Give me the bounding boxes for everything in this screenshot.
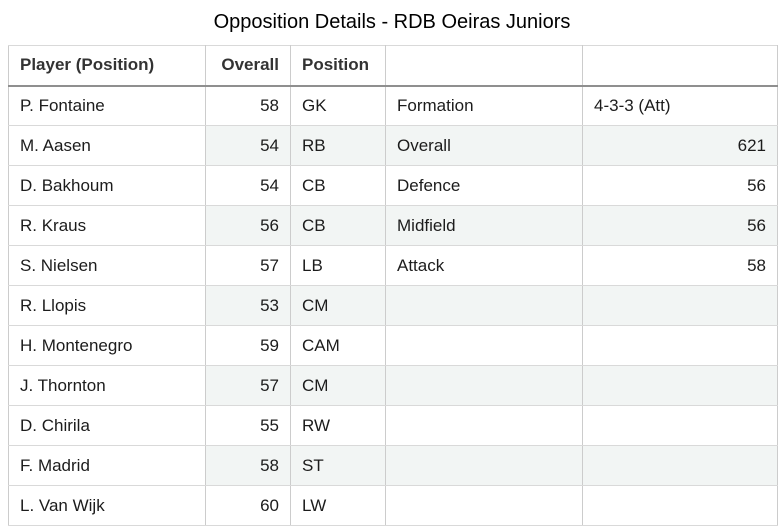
player-position-cell: RB — [290, 125, 386, 166]
empty-cell — [385, 445, 583, 486]
player-name-cell: D. Chirila — [8, 405, 206, 446]
player-overall-cell: 56 — [205, 205, 291, 246]
player-overall-cell: 58 — [205, 445, 291, 486]
player-overall-cell: 53 — [205, 285, 291, 326]
player-overall-cell: 57 — [205, 245, 291, 286]
stat-value-cell: 621 — [582, 125, 778, 166]
player-overall-cell: 55 — [205, 405, 291, 446]
table-row: F. Madrid 58 ST — [8, 445, 778, 486]
empty-cell — [385, 285, 583, 326]
stat-value-cell: 56 — [582, 165, 778, 206]
table-row: R. Kraus 56 CB Midfield 56 — [8, 205, 778, 246]
player-name-cell: R. Kraus — [8, 205, 206, 246]
player-overall-cell: 58 — [205, 85, 291, 126]
stat-value-cell: 56 — [582, 205, 778, 246]
player-name-cell: P. Fontaine — [8, 85, 206, 126]
player-position-cell: CB — [290, 165, 386, 206]
table-row: P. Fontaine 58 GK Formation 4-3-3 (Att) — [8, 85, 778, 126]
player-position-cell: LB — [290, 245, 386, 286]
stat-label-cell: Formation — [385, 85, 583, 126]
player-position-cell: CM — [290, 365, 386, 406]
player-name-cell: R. Llopis — [8, 285, 206, 326]
stat-label-cell: Midfield — [385, 205, 583, 246]
empty-cell — [385, 365, 583, 406]
player-overall-cell: 54 — [205, 125, 291, 166]
empty-cell — [582, 485, 778, 526]
empty-cell — [582, 325, 778, 366]
empty-cell — [582, 285, 778, 326]
table-row: J. Thornton 57 CM — [8, 365, 778, 406]
header-row: Player (Position) Overall Position — [8, 45, 778, 87]
player-name-cell: H. Montenegro — [8, 325, 206, 366]
table-row: L. Van Wijk 60 LW — [8, 485, 778, 526]
empty-cell — [385, 405, 583, 446]
table-row: M. Aasen 54 RB Overall 621 — [8, 125, 778, 166]
empty-cell — [582, 365, 778, 406]
table-row: R. Llopis 53 CM — [8, 285, 778, 326]
table-row: H. Montenegro 59 CAM — [8, 325, 778, 366]
player-position-cell: RW — [290, 405, 386, 446]
stat-value-cell: 58 — [582, 245, 778, 286]
player-name-cell: M. Aasen — [8, 125, 206, 166]
opposition-details-table: Player (Position) Overall Position P. Fo… — [8, 45, 778, 526]
player-position-cell: GK — [290, 85, 386, 126]
stat-label-cell: Overall — [385, 125, 583, 166]
player-name-cell: F. Madrid — [8, 445, 206, 486]
stat-label-cell: Attack — [385, 245, 583, 286]
empty-cell — [385, 485, 583, 526]
player-position-cell: CM — [290, 285, 386, 326]
player-overall-cell: 54 — [205, 165, 291, 206]
player-position-cell: LW — [290, 485, 386, 526]
player-name-cell: S. Nielsen — [8, 245, 206, 286]
empty-cell — [385, 325, 583, 366]
header-overall: Overall — [205, 45, 291, 87]
empty-cell — [582, 445, 778, 486]
header-col5 — [582, 45, 778, 87]
player-position-cell: CB — [290, 205, 386, 246]
player-name-cell: D. Bakhoum — [8, 165, 206, 206]
player-position-cell: ST — [290, 445, 386, 486]
header-col4 — [385, 45, 583, 87]
table-row: S. Nielsen 57 LB Attack 58 — [8, 245, 778, 286]
header-position: Position — [290, 45, 386, 87]
table-row: D. Bakhoum 54 CB Defence 56 — [8, 165, 778, 206]
player-name-cell: J. Thornton — [8, 365, 206, 406]
stat-value-cell: 4-3-3 (Att) — [582, 85, 778, 126]
player-overall-cell: 57 — [205, 365, 291, 406]
empty-cell — [582, 405, 778, 446]
player-position-cell: CAM — [290, 325, 386, 366]
player-name-cell: L. Van Wijk — [8, 485, 206, 526]
stat-label-cell: Defence — [385, 165, 583, 206]
player-overall-cell: 59 — [205, 325, 291, 366]
page-title: Opposition Details - RDB Oeiras Juniors — [213, 11, 571, 33]
player-overall-cell: 60 — [205, 485, 291, 526]
header-player: Player (Position) — [8, 45, 206, 87]
table-row: D. Chirila 55 RW — [8, 405, 778, 446]
